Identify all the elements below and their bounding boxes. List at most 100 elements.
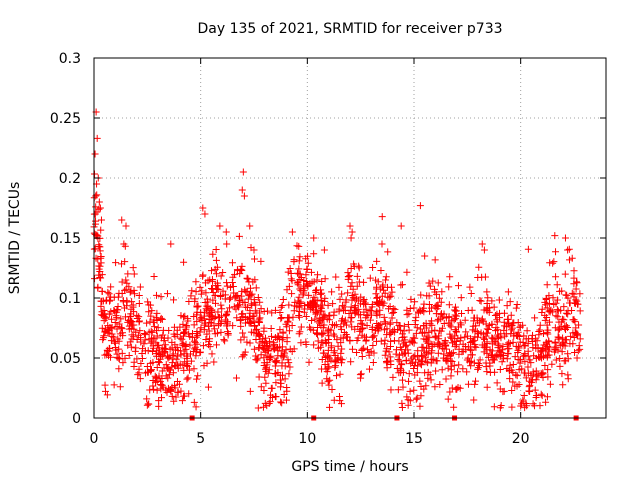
data-point [469,326,477,334]
data-point [451,306,459,314]
data-point [248,301,256,309]
data-point [454,282,462,290]
data-point [226,304,234,312]
data-point [130,270,138,278]
data-point [348,279,356,287]
data-point [239,168,247,176]
data-point [260,362,268,370]
data-point [209,313,217,321]
data-point [115,320,123,328]
data-point [110,381,118,389]
data-point [285,359,293,367]
data-point [397,326,405,334]
data-point [182,321,190,329]
data-point [276,376,284,384]
data-point [552,356,560,364]
data-point [280,351,288,359]
data-point [541,316,549,324]
data-point [452,312,460,320]
data-point [519,352,527,360]
data-point [139,345,147,353]
data-point [219,287,227,295]
data-point [557,306,565,314]
data-point [202,305,210,313]
data-point [97,226,105,234]
data-point [476,356,484,364]
data-point [307,325,315,333]
data-point [398,281,406,289]
data-point [332,273,340,281]
data-point [107,324,115,332]
data-point [417,291,425,299]
data-point [496,404,504,412]
data-point [576,307,584,315]
data-point [148,307,156,315]
data-point [534,371,542,379]
data-point [163,352,171,360]
data-point [404,320,412,328]
data-point [95,198,103,206]
data-point [343,333,351,341]
data-point [285,327,293,335]
data-point [283,387,291,395]
data-point [198,287,206,295]
data-point [354,323,362,331]
data-point [445,283,453,291]
data-point [116,383,124,391]
data-point [482,343,490,351]
data-point [496,353,504,361]
data-point [524,339,532,347]
data-point [246,387,254,395]
data-point [246,318,254,326]
data-point [237,266,245,274]
data-point [435,340,443,348]
data-point [325,381,333,389]
data-point [508,387,516,395]
data-point [434,349,442,357]
data-point [278,302,286,309]
data-point [387,386,395,394]
data-point [266,337,274,345]
data-point [360,278,368,286]
data-point [374,327,382,335]
data-point [410,364,418,372]
data-point [297,323,305,331]
data-point [135,369,143,377]
data-point [330,330,338,338]
data-point [159,351,167,359]
data-point [91,230,99,238]
data-point [239,310,247,318]
data-point [516,338,524,346]
data-point [208,350,216,358]
data-point [545,337,553,345]
data-point [167,240,175,248]
data-point [306,302,314,310]
data-point [377,337,385,345]
data-point [493,335,501,343]
data-point [165,327,173,335]
data-point [488,334,496,342]
data-point [202,289,210,297]
data-point [129,301,137,309]
data-point [344,275,352,283]
data-point [388,288,396,296]
data-point [305,358,313,366]
data-point [474,360,482,368]
data-point [564,371,572,379]
data-point [372,309,380,317]
data-point [254,329,262,337]
data-point [571,299,579,307]
data-point [470,359,478,367]
data-point [337,349,345,357]
data-point [295,257,303,265]
data-point [319,315,327,323]
data-point [227,294,235,302]
data-point [427,376,435,384]
data-point [201,210,209,218]
data-point [118,278,126,286]
data-point [318,301,326,309]
data-point [149,376,157,384]
data-point [442,375,450,383]
data-point [290,307,298,315]
data-point [336,370,344,378]
